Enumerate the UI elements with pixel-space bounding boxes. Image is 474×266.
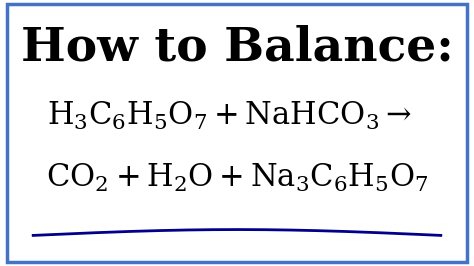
Text: $\mathregular{H_3C_6H_5O_7 + NaHCO_3 \rightarrow}$: $\mathregular{H_3C_6H_5O_7 + NaHCO_3 \ri… <box>47 100 412 132</box>
Text: $\mathregular{CO_2 + H_2O + Na_3C_6H_5O_7}$: $\mathregular{CO_2 + H_2O + Na_3C_6H_5O_… <box>46 162 428 194</box>
Text: How to Balance:: How to Balance: <box>21 25 453 71</box>
